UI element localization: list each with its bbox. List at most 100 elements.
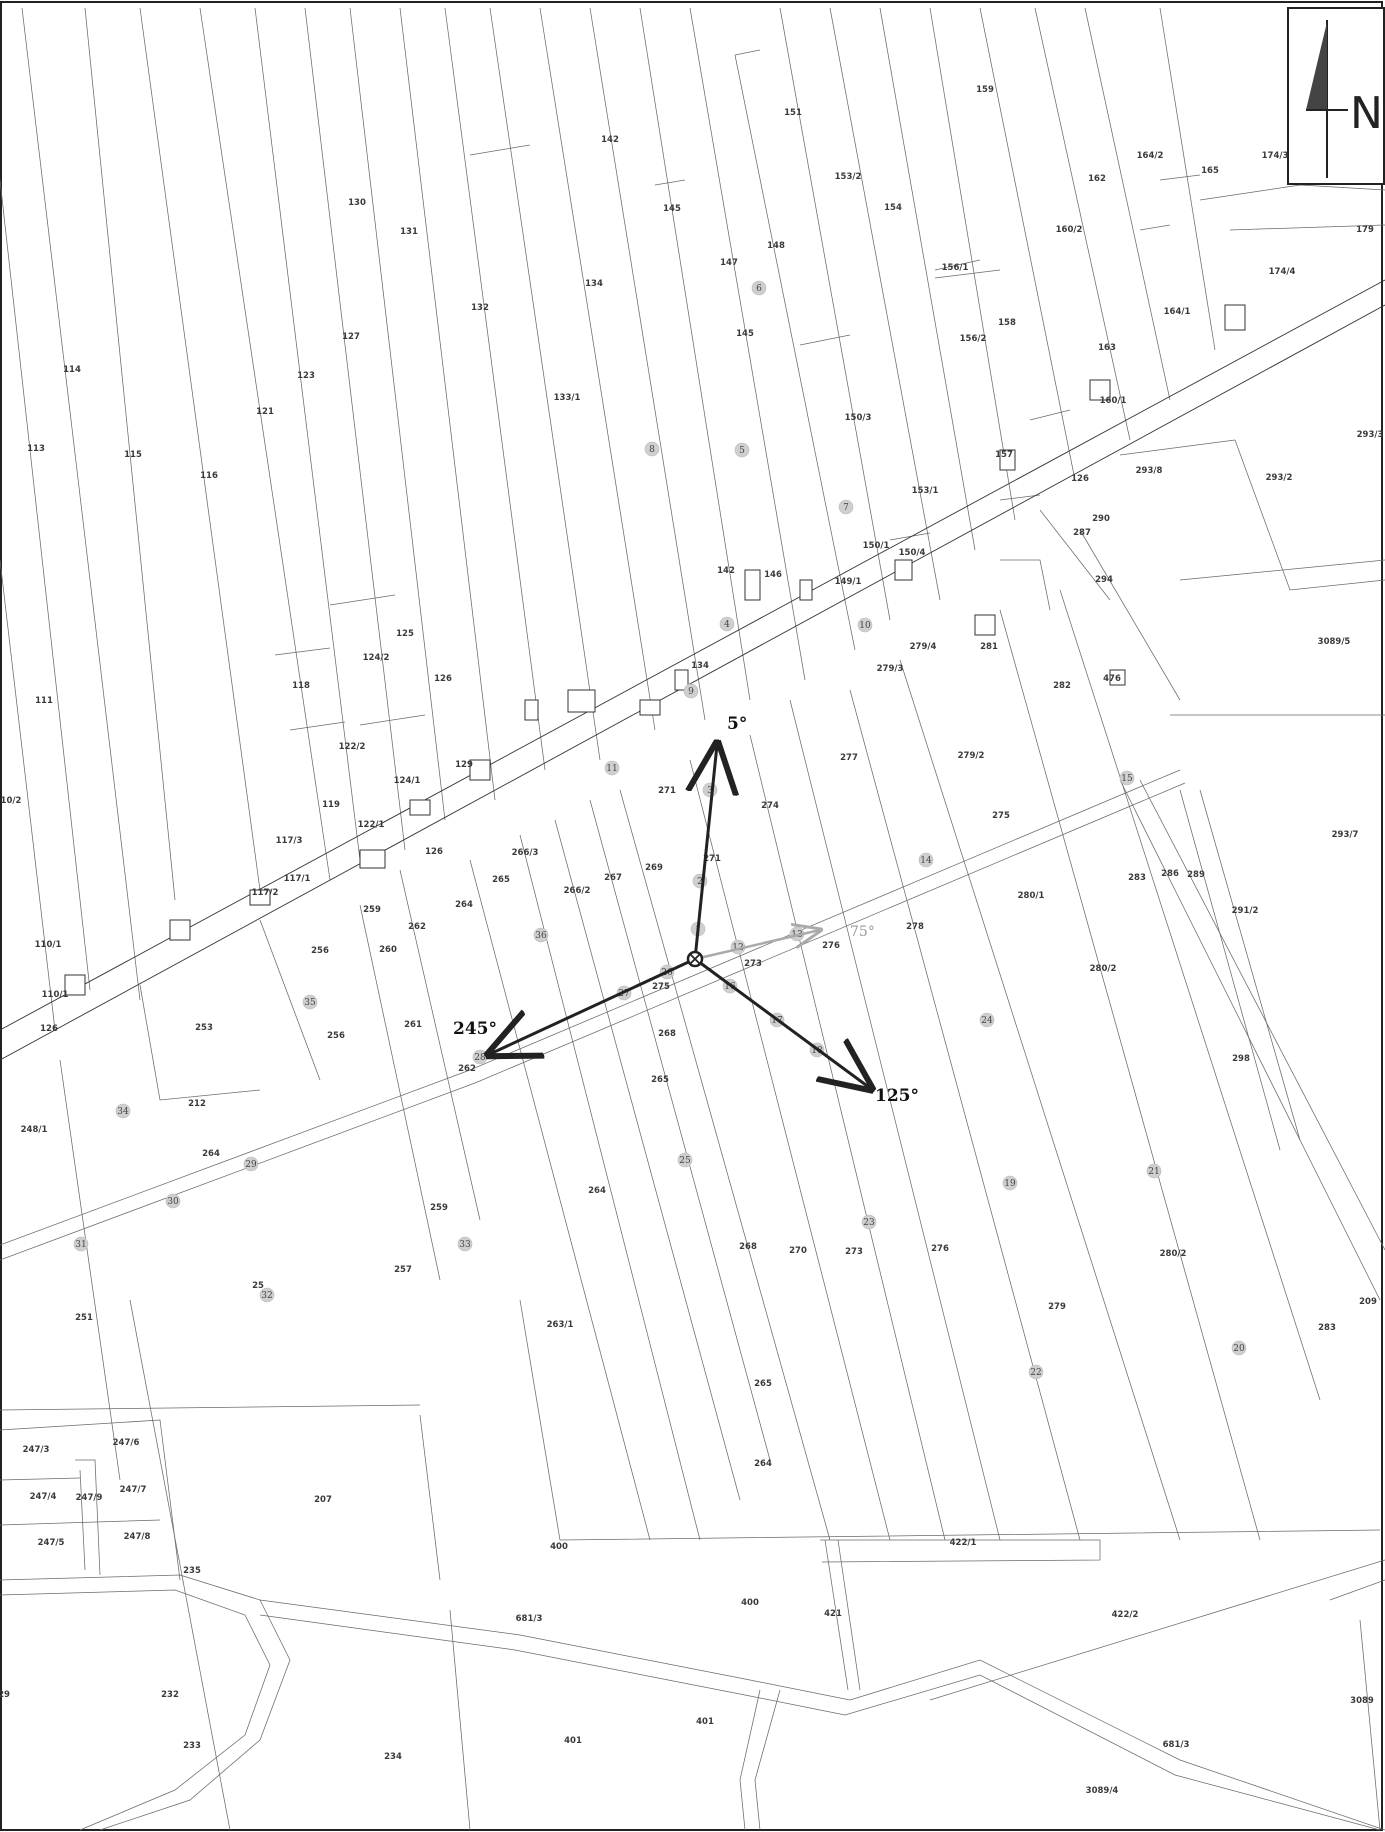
parcel-number: 157 (995, 450, 1013, 460)
survey-point-number: 28 (474, 1053, 486, 1063)
parcel-number: 146 (764, 570, 782, 580)
arrow-5-deg (695, 745, 717, 960)
parcel-number: 293/8 (1136, 466, 1163, 476)
parcel-number: 294 (1095, 575, 1113, 585)
survey-point: 11 (604, 760, 620, 776)
survey-point: 30 (165, 1193, 181, 1209)
angle-245-label: 245° (453, 1019, 497, 1039)
parcel-number: 3089/4 (1086, 1786, 1119, 1796)
survey-point: 28 (472, 1049, 488, 1065)
parcel-number: 124/2 (363, 653, 390, 663)
survey-point-number: 30 (167, 1197, 179, 1207)
parcel-number: 269 (645, 863, 663, 873)
survey-point-number: 23 (863, 1218, 875, 1228)
survey-point-marker (719, 616, 735, 632)
parcel-number: 29 (0, 1690, 10, 1700)
parcel-number: 271 (658, 786, 676, 796)
parcel-number: 248/1 (21, 1125, 48, 1135)
parcel-number: 158 (998, 318, 1016, 328)
parcel-number: 273 (744, 959, 762, 969)
survey-point-number: 34 (117, 1107, 129, 1117)
parcel-number: 110/2 (0, 796, 21, 806)
parcel-labels: 142151159164/2165174/3162153/21541451481… (0, 85, 1383, 1796)
parcel-number: 259 (430, 1203, 448, 1213)
survey-point: 29 (243, 1156, 259, 1172)
survey-point-marker (677, 1152, 693, 1168)
parcel-number: 273 (845, 1247, 863, 1257)
survey-point-number: 11 (606, 764, 617, 774)
parcel-number: 422/2 (1112, 1610, 1139, 1620)
survey-point-number: 35 (304, 998, 316, 1008)
survey-point-marker (1002, 1175, 1018, 1191)
parcel-number: 110/1 (35, 940, 62, 950)
survey-point: 8 (644, 441, 660, 457)
parcel-number: 280/2 (1160, 1249, 1187, 1259)
parcel-number: 476 (1103, 674, 1121, 684)
survey-point-number: 31 (75, 1240, 86, 1250)
parcel-number: 160/2 (1056, 225, 1083, 235)
parcel-number: 270 (789, 1246, 807, 1256)
parcel-number: 265 (754, 1379, 772, 1389)
parcel-number: 126 (425, 847, 443, 857)
survey-point: 6 (751, 280, 767, 296)
parcel-number: 153/2 (835, 172, 862, 182)
parcel-number: 290 (1092, 514, 1110, 524)
parcel-number: 142 (717, 566, 735, 576)
survey-point: 22 (1028, 1364, 1044, 1380)
parcel-number: 283 (1128, 873, 1146, 883)
survey-point: 20 (1231, 1340, 1247, 1356)
parcel-number: 264 (754, 1459, 772, 1469)
parcel-number: 268 (658, 1029, 676, 1039)
survey-point: 10 (857, 617, 873, 633)
survey-point-number: 29 (245, 1160, 257, 1170)
parcel-number: 271 (703, 854, 721, 864)
parcel-number: 164/1 (1164, 307, 1191, 317)
parcel-number: 278 (906, 922, 924, 932)
survey-point: 4 (719, 616, 735, 632)
parcel-number: 264 (455, 900, 473, 910)
parcel-number: 142 (601, 135, 619, 145)
survey-point-number: 22 (1030, 1368, 1041, 1378)
parcel-number: 264 (588, 1186, 606, 1196)
arrow-125-deg (694, 957, 870, 1088)
parcel-number: 247/4 (30, 1492, 57, 1502)
parcel-number: 111 (35, 696, 53, 706)
parcel-number: 110/1 (42, 990, 69, 1000)
parcel-number: 122/2 (339, 742, 366, 752)
survey-point: 24 (979, 1012, 995, 1028)
survey-point: 15 (1119, 770, 1135, 786)
parcel-number: 119 (322, 800, 340, 810)
parcel-number: 681/3 (516, 1614, 543, 1624)
survey-point-marker (838, 499, 854, 515)
survey-point-number: 5 (739, 446, 745, 456)
survey-point: 14 (918, 852, 934, 868)
survey-point-marker (1146, 1163, 1162, 1179)
parcel-number: 261 (404, 1020, 422, 1030)
survey-point-number: 2 (697, 877, 703, 887)
parcel-number: 256 (327, 1031, 345, 1041)
survey-point: 5 (734, 442, 750, 458)
parcel-number: 279/3 (877, 664, 904, 674)
survey-point-marker (73, 1236, 89, 1252)
parcel-number: 118 (292, 681, 310, 691)
parcel-number: 293/7 (1332, 830, 1359, 840)
parcel-number: 134 (691, 661, 709, 671)
parcel-number: 162 (1088, 174, 1106, 184)
survey-point-number: 10 (859, 621, 871, 631)
parcel-number: 260 (379, 945, 397, 955)
parcel-number: 147 (720, 258, 738, 268)
parcel-number: 247/6 (113, 1438, 140, 1448)
survey-point-number: 19 (1004, 1179, 1016, 1189)
parcel-number: 681/3 (1163, 1740, 1190, 1750)
survey-point-marker (1028, 1364, 1044, 1380)
parcel-number: 113 (27, 444, 45, 454)
parcel-number: 148 (767, 241, 785, 251)
parcel-number: 298 (1232, 1054, 1250, 1064)
arrow-245-deg (490, 957, 696, 1054)
survey-point: 21 (1146, 1163, 1162, 1179)
survey-point: 7 (838, 499, 854, 515)
parcel-number: 132 (471, 303, 489, 313)
parcel-number: 3089/5 (1318, 637, 1351, 647)
